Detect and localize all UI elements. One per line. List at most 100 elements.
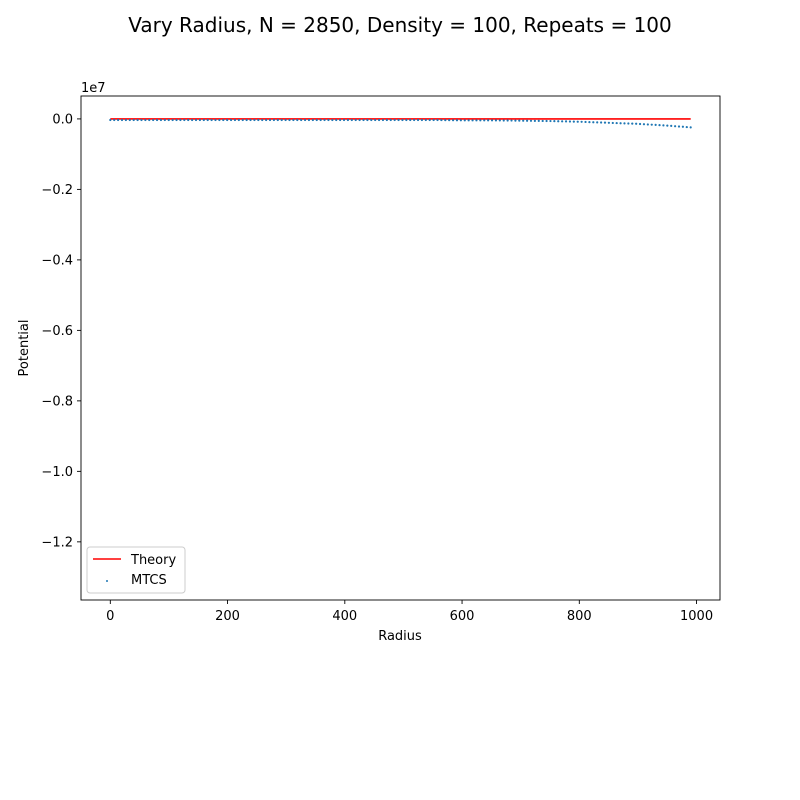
mtcs-point [487, 119, 490, 122]
mtcs-point [471, 119, 474, 122]
mtcs-point [420, 118, 424, 122]
mtcs-point [615, 121, 618, 125]
mtcs-point [393, 118, 396, 122]
mtcs-point [592, 121, 595, 124]
mtcs-point [514, 119, 517, 122]
mtcs-point [261, 118, 264, 122]
mtcs-point [323, 118, 326, 122]
mtcs-point [167, 118, 170, 122]
y-tick-label: −1.2 [41, 535, 73, 550]
mtcs-point [148, 118, 151, 122]
mtcs-point [650, 123, 653, 126]
mtcs-point [276, 118, 279, 122]
mtcs-point [257, 118, 260, 122]
mtcs-point [409, 118, 412, 122]
mtcs-point [300, 118, 303, 122]
mtcs-point [611, 121, 614, 125]
mtcs-point [374, 118, 377, 122]
mtcs-point [459, 119, 462, 122]
mtcs-point [553, 120, 556, 123]
mtcs-point [401, 118, 404, 122]
legend-label: MTCS [131, 573, 167, 588]
mtcs-point [576, 120, 579, 123]
mtcs-point [444, 119, 447, 122]
legend-mtcs-swatch [106, 580, 108, 582]
mtcs-point [358, 118, 361, 122]
mtcs-point [377, 118, 381, 122]
mtcs-point [319, 118, 322, 122]
mtcs-point [561, 120, 564, 123]
mtcs-point [623, 122, 626, 125]
y-tick-label: −0.6 [41, 324, 73, 339]
x-tick-label: 600 [450, 609, 475, 624]
plot-area: 0 200 400 600 800 1000 0.0 −0.2 −0.4 −0.6 −0.8 −1.0… [41, 95, 721, 624]
mtcs-point [642, 123, 646, 126]
mtcs-point [580, 120, 583, 123]
mtcs-point [303, 118, 307, 122]
mtcs-point [631, 122, 634, 125]
mtcs-point [120, 118, 124, 122]
mtcs-point [666, 124, 669, 127]
mtcs-point [222, 118, 225, 122]
mtcs-point [206, 118, 209, 122]
mtcs-point [627, 122, 630, 125]
mtcs-point [448, 119, 451, 122]
mtcs-point [654, 123, 657, 127]
mtcs-point [253, 118, 256, 122]
mtcs-point [525, 119, 529, 122]
mtcs-point [362, 118, 365, 122]
mtcs-point [510, 119, 513, 122]
mtcs-point [292, 118, 295, 122]
y-tick-label: −0.2 [41, 183, 73, 198]
mtcs-point [124, 118, 127, 122]
mtcs-point [381, 118, 385, 122]
mtcs-point [440, 118, 443, 122]
mtcs-point [280, 118, 283, 122]
y-tick-label: 0.0 [52, 112, 73, 127]
mtcs-point [128, 118, 131, 122]
mtcs-point [490, 119, 494, 122]
mtcs-point [541, 119, 544, 123]
mtcs-point [366, 118, 369, 122]
y-tick-label: −0.4 [41, 253, 73, 268]
mtcs-point [603, 121, 607, 124]
mtcs-point [109, 118, 112, 122]
mtcs-point [522, 119, 525, 122]
mtcs-point [557, 120, 560, 123]
mtcs-point [152, 118, 155, 122]
mtcs-point [413, 118, 416, 122]
mtcs-point [311, 118, 314, 122]
mtcs-point [136, 118, 139, 122]
mtcs-point [537, 119, 540, 122]
mtcs-point [194, 118, 198, 122]
mtcs-point [432, 118, 435, 122]
mtcs-point [416, 118, 420, 122]
mtcs-point [467, 119, 470, 122]
mtcs-point [272, 118, 276, 122]
mtcs-point [572, 120, 575, 123]
mtcs-point [354, 118, 357, 122]
mtcs-point [268, 118, 272, 122]
x-axis-label: Radius [378, 629, 422, 644]
mtcs-point [689, 126, 692, 129]
mtcs-point [155, 118, 159, 122]
mtcs-point [424, 118, 427, 122]
mtcs-point [342, 118, 346, 122]
mtcs-point [218, 118, 221, 122]
mtcs-point [233, 118, 237, 122]
mtcs-point [405, 118, 408, 122]
mtcs-point [350, 118, 353, 122]
mtcs-point [335, 118, 338, 122]
mtcs-point [187, 118, 190, 122]
mtcs-point [288, 118, 291, 122]
mtcs-point [241, 118, 244, 122]
mtcs-point [171, 118, 174, 122]
mtcs-point [670, 124, 673, 127]
mtcs-point [588, 120, 591, 124]
mtcs-point [638, 122, 642, 126]
mtcs-point [564, 120, 568, 123]
mtcs-point [265, 118, 268, 122]
mtcs-point [315, 118, 318, 122]
mtcs-point [600, 121, 603, 124]
mtcs-point [685, 125, 688, 129]
